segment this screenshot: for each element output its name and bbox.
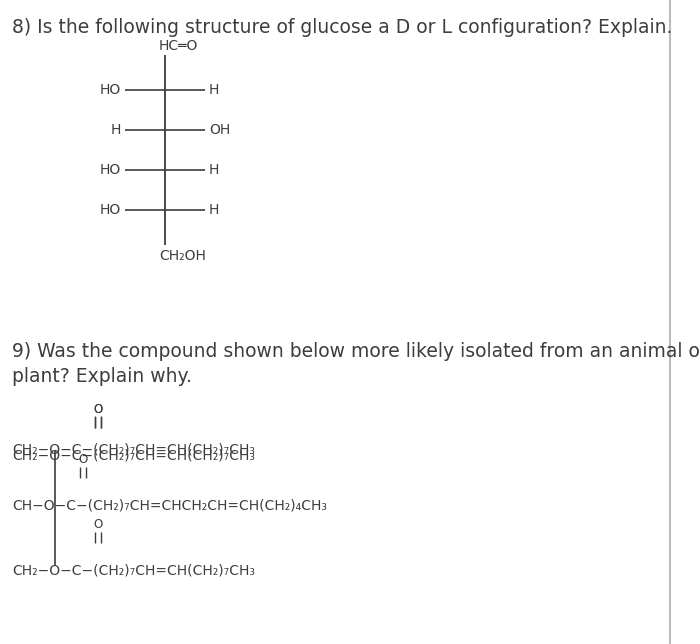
Text: H: H [209,83,219,97]
Text: H: H [209,163,219,177]
Text: CH₂OH: CH₂OH [159,249,206,263]
Text: 9) Was the compound shown below more likely isolated from an animal or a: 9) Was the compound shown below more lik… [12,342,700,361]
Text: HO: HO [99,203,121,217]
Text: O: O [93,403,103,416]
Text: HO: HO [99,83,121,97]
Text: CH−O−C−(CH₂)₇CH=CHCH₂CH=CH(CH₂)₄CH₃: CH−O−C−(CH₂)₇CH=CHCH₂CH=CH(CH₂)₄CH₃ [12,498,327,512]
Text: CH₂−O−C−(CH₂)₇CH=CH(CH₂)₇CH₃: CH₂−O−C−(CH₂)₇CH=CH(CH₂)₇CH₃ [12,442,255,456]
Text: CH₂−O−C−(CH₂)₇CH=CH(CH₂)₇CH₃: CH₂−O−C−(CH₂)₇CH=CH(CH₂)₇CH₃ [12,448,255,462]
Text: O: O [78,453,88,466]
Text: CH₂−O−C−(CH₂)₇CH=CH(CH₂)₇CH₃: CH₂−O−C−(CH₂)₇CH=CH(CH₂)₇CH₃ [12,563,255,577]
Text: HC═O: HC═O [159,39,198,53]
Text: OH: OH [209,123,230,137]
Text: HO: HO [99,163,121,177]
Text: plant? Explain why.: plant? Explain why. [12,367,192,386]
Text: O: O [93,518,103,531]
Text: H: H [111,123,121,137]
Text: O: O [93,403,103,416]
Text: 8) Is the following structure of glucose a D or L configuration? Explain.: 8) Is the following structure of glucose… [12,18,673,37]
Text: H: H [209,203,219,217]
